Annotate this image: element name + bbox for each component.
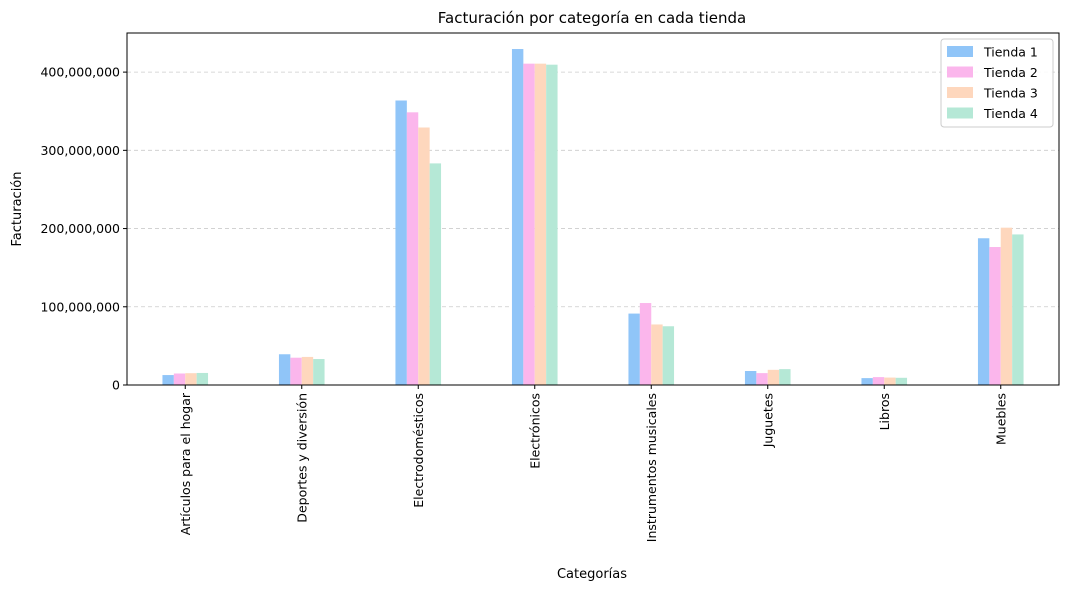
bar	[511, 49, 524, 386]
x-tick-label: Libros	[877, 393, 892, 430]
x-tick-label: Juguetes	[760, 393, 775, 448]
bar	[744, 370, 757, 385]
bar	[523, 63, 535, 385]
y-axis: 0 100,000,000 200,000,000 300,000,000 400,00…	[40, 65, 127, 393]
y-tick-label: 200,000,000	[40, 221, 120, 236]
bar	[313, 359, 325, 385]
legend-label: Tienda 4	[983, 106, 1038, 121]
legend: Tienda 1 Tienda 2 Tienda 3 Tienda 4	[940, 38, 1054, 128]
y-tick-label: 0	[112, 378, 120, 393]
legend-label: Tienda 1	[983, 45, 1038, 60]
legend-swatch	[947, 107, 973, 119]
bar	[546, 64, 558, 386]
x-axis-label: Categorías	[557, 567, 627, 582]
bar	[639, 303, 652, 385]
legend-swatch	[947, 87, 973, 98]
bar	[989, 247, 1001, 385]
y-axis-label: Facturación	[10, 172, 25, 247]
bar	[162, 375, 174, 385]
x-tick-label: Instrumentos musicales	[644, 393, 659, 542]
x-tick-label: Deportes y diversión	[294, 393, 309, 523]
bar	[977, 238, 990, 385]
plot-frame	[126, 32, 1060, 386]
y-tick-label: 400,000,000	[40, 65, 120, 80]
bar	[884, 377, 896, 385]
bar	[779, 369, 791, 385]
bar	[872, 377, 885, 385]
legend-box	[940, 38, 1054, 128]
bar	[290, 357, 302, 385]
bar	[395, 100, 407, 386]
x-tick-label: Electrónicos	[527, 393, 542, 469]
grid-lines	[127, 71, 1059, 308]
bar	[429, 163, 442, 385]
x-axis: Artículos para el hogar Deportes y divers…	[178, 385, 1008, 542]
bar	[1000, 227, 1013, 385]
bar	[861, 378, 873, 385]
y-tick-label: 100,000,000	[40, 299, 120, 314]
bar	[756, 373, 768, 385]
x-tick-label: Electrodomésticos	[411, 393, 426, 508]
bar	[651, 324, 663, 385]
bar	[418, 127, 430, 386]
x-tick-label: Muebles	[993, 393, 1008, 445]
x-tick-label: Artículos para el hogar	[178, 392, 193, 535]
legend-label: Tienda 2	[983, 65, 1038, 80]
bar	[1012, 234, 1024, 385]
legend-swatch	[947, 66, 973, 78]
bar	[895, 377, 908, 385]
bar	[534, 63, 547, 385]
bar	[406, 112, 419, 386]
y-tick-label: 300,000,000	[40, 143, 120, 158]
bar	[278, 354, 291, 385]
bar	[185, 373, 197, 385]
bar	[173, 373, 186, 385]
legend-swatch	[947, 46, 973, 57]
bars	[162, 49, 1024, 386]
bar	[767, 369, 780, 385]
bar	[301, 356, 314, 385]
chart-title: Facturación por categoría en cada tienda	[438, 9, 746, 27]
legend-label: Tienda 3	[983, 86, 1038, 101]
bar	[196, 372, 209, 385]
bar	[628, 313, 640, 385]
bar	[662, 326, 675, 385]
